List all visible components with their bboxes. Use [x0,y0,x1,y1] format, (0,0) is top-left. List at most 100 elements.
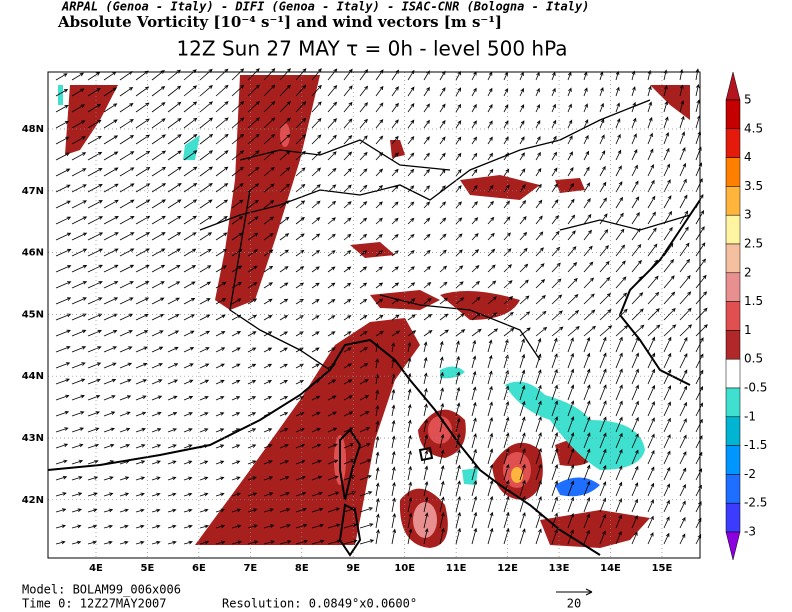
wind-arrow [327,101,338,113]
wind-arrow [551,326,564,337]
wind-arrow [615,118,621,129]
wind-arrow [695,385,703,401]
wind-arrow [503,296,514,305]
wind-arrow [615,133,621,145]
wind-arrow [119,151,135,161]
wind-arrow [327,68,338,81]
wind-arrow [407,152,415,161]
wind-arrow [551,512,558,529]
wind-arrow [215,396,225,401]
wind-arrow [263,315,273,321]
wind-arrow [151,166,167,177]
wind-arrow [343,101,353,113]
wind-arrow [135,444,146,449]
wind-arrow [455,402,461,417]
wind-arrow [295,380,305,385]
wind-arrow [375,528,380,545]
wind-arrow [583,245,593,257]
wind-arrow [391,330,401,337]
wind-arrow [487,264,496,273]
wind-arrow [519,512,526,529]
wind-arrow [679,307,692,321]
wind-arrow [519,385,526,401]
colorbar-box [725,214,741,245]
wind-arrow [519,448,526,465]
wind-arrow [295,134,307,145]
wind-arrow [471,217,479,225]
colorbar-label: 1 [744,323,752,337]
wind-arrow [359,427,371,433]
wind-arrow [375,102,384,113]
wind-arrow [103,378,117,385]
wind-arrow [151,346,164,353]
wind-arrow [663,483,670,497]
wind-arrow [647,401,655,417]
wind-arrow [647,291,660,305]
wind-arrow [87,476,99,481]
wind-arrow [487,248,496,257]
wind-arrow [183,117,198,129]
wind-arrow [263,84,276,97]
wind-arrow [135,346,148,353]
wind-arrow [119,362,133,369]
wind-arrow [551,230,560,241]
wind-arrow [519,231,528,241]
wind-arrow [583,336,591,353]
wind-arrow [375,358,379,369]
wind-arrow [71,378,86,385]
wind-arrow [183,508,193,513]
wind-arrow [679,210,689,225]
wind-arrow [263,347,273,353]
wind-arrow [231,492,241,497]
wind-arrow [215,281,227,289]
wind-arrow [567,464,575,481]
wind-arrow [55,152,71,161]
wind-arrow [663,532,670,545]
wind-arrow [215,412,225,417]
wind-arrow [599,181,607,193]
wind-arrow [535,119,541,129]
wind-arrow [327,233,336,241]
wind-arrow [71,265,88,273]
wind-arrow [423,356,428,369]
wind-arrow [343,395,353,401]
wind-arrow [279,524,291,529]
wind-arrow [647,499,654,513]
wind-arrow [455,233,463,241]
wind-arrow [647,308,660,321]
wind-arrow [199,508,209,513]
colorbar-box [725,445,741,475]
wind-arrow [343,298,352,305]
wind-arrow [199,281,212,289]
wind-arrow [359,282,368,289]
wind-arrow [167,476,177,481]
wind-arrow [567,512,574,529]
wind-arrow [263,232,274,241]
colorbar-label: -2 [744,467,756,481]
wind-arrow [295,233,305,241]
wind-arrow [343,266,352,273]
wind-arrow [663,516,670,529]
wind-arrow [247,380,257,385]
wind-arrow [183,330,195,337]
wind-arrow [343,217,352,225]
wind-arrow [71,216,88,225]
wind-arrow [423,403,428,417]
colorbar: 5 4.5 4 3.5 3 2.5 2 1.5 1 0.5 -0.5 -1 -1.5 -2 -2.5 -3 [725,71,767,561]
wind-arrow [103,492,114,497]
wind-arrow [615,308,628,321]
wind-arrow [423,512,429,529]
wind-arrow [279,216,290,225]
colorbar-box [725,301,741,331]
wind-arrow [583,368,591,385]
wind-arrow [535,326,548,337]
wind-arrow [471,527,478,545]
wind-arrow [615,165,622,177]
wind-arrow [615,149,622,161]
wind-arrow [295,282,305,289]
colorbar-triangle [725,531,741,561]
wind-arrow [615,465,623,481]
wind-arrow [679,84,684,97]
wind-arrow [359,314,368,321]
wind-arrow [423,233,431,241]
